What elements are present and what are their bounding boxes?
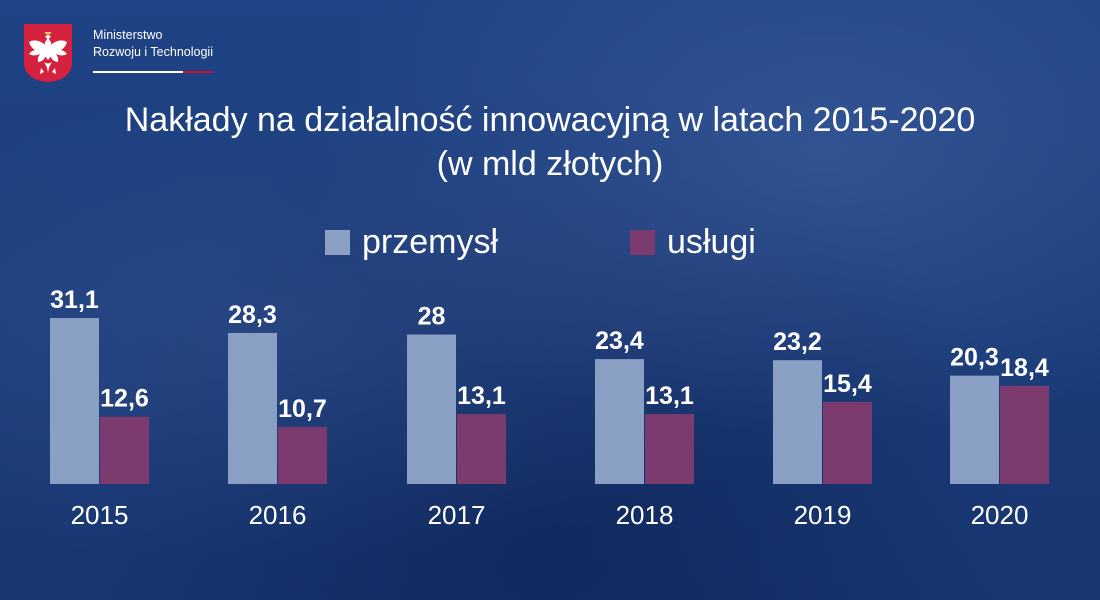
chart-title-block: Nakłady na działalność innowacyjną w lat… [0,98,1100,186]
data-label-uslugi-2016: 10,7 [278,395,327,423]
data-label-uslugi-2017: 13,1 [457,382,506,410]
chart-subtitle: (w mld złotych) [436,145,664,183]
data-label-uslugi-2019: 15,4 [823,370,872,398]
x-tick-label-2017: 2017 [428,500,486,530]
ministry-underline [93,71,213,73]
bar-przemysl-2018 [595,359,644,484]
data-label-uslugi-2018: 13,1 [645,382,694,410]
bar-przemysl-2017 [407,334,456,484]
data-label-przemysl-2018: 23,4 [595,327,644,355]
bar-uslugi-2019 [823,401,872,484]
legend-swatch-uslugi [630,229,655,255]
legend-item-uslugi: usługi [630,222,756,262]
data-label-przemysl-2020: 20,3 [950,344,999,372]
bar-przemysl-2015 [50,318,99,484]
chart-title: Nakłady na działalność innowacyjną w lat… [124,101,976,139]
bar-uslugi-2020 [1000,385,1049,484]
bar-uslugi-2018 [645,414,694,484]
bar-przemysl-2019 [773,360,822,484]
legend-label-uslugi: usługi [667,222,756,261]
legend-swatch-przemysl [325,229,350,255]
ministry-name: Ministerstwo Rozwoju i Technologii [93,27,213,61]
data-label-przemysl-2017: 28 [418,303,446,331]
bar-przemysl-2016 [228,332,277,484]
legend-item-przemysl: przemysł [325,222,498,262]
bar-uslugi-2016 [278,426,327,484]
ministry-name-line2: Rozwoju i Technologii [93,45,213,59]
bar-uslugi-2015 [100,416,149,484]
bar-uslugi-2017 [457,414,506,484]
bar-przemysl-2020 [950,375,999,484]
legend-label-przemysl: przemysł [362,222,499,261]
x-tick-label-2020: 2020 [971,500,1029,530]
x-tick-label-2019: 2019 [794,500,852,530]
x-tick-label-2015: 2015 [71,500,129,530]
data-label-przemysl-2016: 28,3 [228,301,277,329]
x-tick-label-2016: 2016 [249,500,307,530]
data-label-uslugi-2015: 12,6 [100,385,149,413]
data-label-przemysl-2015: 31,1 [50,286,99,314]
polish-eagle-emblem-icon [24,24,72,82]
data-label-uslugi-2020: 18,4 [1000,354,1049,382]
x-tick-label-2018: 2018 [616,500,674,530]
data-label-przemysl-2019: 23,2 [773,328,822,356]
ministry-name-line1: Ministerstwo [93,28,163,42]
